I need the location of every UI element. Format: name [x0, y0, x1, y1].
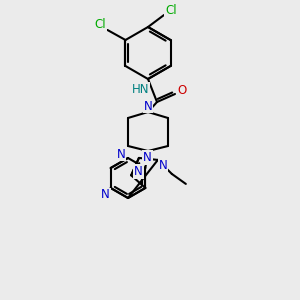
- Text: N: N: [144, 151, 152, 164]
- Text: N: N: [101, 188, 110, 202]
- Text: N: N: [117, 148, 125, 160]
- Text: N: N: [134, 165, 142, 178]
- Text: N: N: [142, 152, 151, 164]
- Text: N: N: [158, 159, 167, 172]
- Text: Cl: Cl: [165, 4, 177, 16]
- Text: O: O: [177, 83, 187, 97]
- Text: N: N: [144, 100, 152, 112]
- Text: Cl: Cl: [95, 19, 106, 32]
- Text: HN: HN: [132, 83, 149, 96]
